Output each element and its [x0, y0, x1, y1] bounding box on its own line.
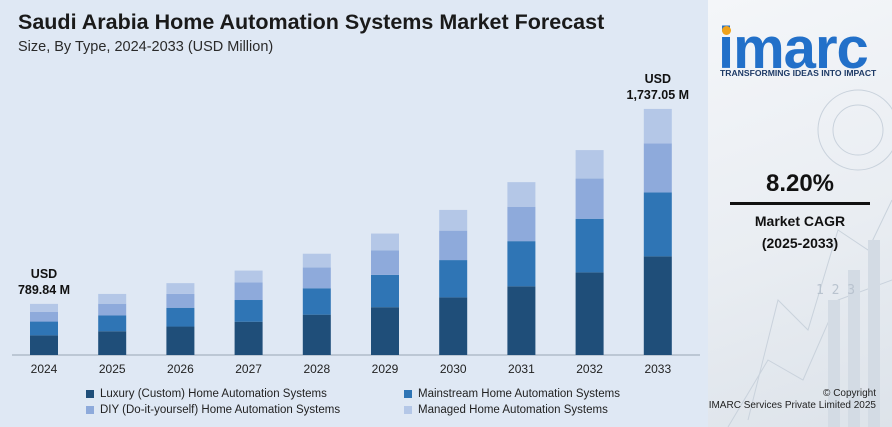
bar-segment-2028-series-4 [302, 253, 331, 268]
imarc-logo: imarc [718, 16, 869, 81]
total-label-line2: 1,737.05 M [627, 88, 690, 102]
total-label-line1: USD [31, 267, 57, 281]
bar-segment-2024-series-1 [30, 335, 58, 355]
bar-segment-2033-series-4 [643, 108, 672, 144]
cagr-label: Market CAGR [754, 213, 846, 229]
chart-subtitle: Size, By Type, 2024-2033 (USD Million) [18, 39, 274, 55]
bar-segment-2032-series-4 [575, 150, 604, 179]
x-tick-label: 2029 [372, 362, 399, 376]
bar-segment-2029-series-4 [371, 233, 399, 251]
bar-segment-2027-series-3 [234, 282, 263, 301]
legend-item-series-3: DIY (Do-it-yourself) Home Automation Sys… [86, 404, 340, 416]
bar-segment-2029-series-1 [371, 307, 399, 355]
x-tick-label: 2025 [99, 362, 126, 376]
x-tick-label: 2026 [167, 362, 194, 376]
legend-swatch [404, 406, 412, 414]
bar-segment-2025-series-1 [98, 331, 127, 355]
x-tick-label: 2031 [508, 362, 535, 376]
cagr-value: 8.20% [765, 170, 835, 197]
legend-label: Managed Home Automation Systems [418, 404, 608, 416]
legend-label: Mainstream Home Automation Systems [418, 388, 620, 400]
bar-segment-2026-series-1 [166, 326, 195, 355]
cagr-divider [730, 202, 870, 205]
bar-segment-2032-series-1 [575, 272, 604, 355]
x-tick-label: 2030 [440, 362, 467, 376]
bar-segment-2031-series-1 [507, 286, 536, 355]
bar-segment-2027-series-2 [234, 300, 263, 322]
bar-segment-2026-series-2 [166, 307, 195, 327]
legend-item-series-1: Luxury (Custom) Home Automation Systems [86, 388, 327, 400]
copyright-line-2: IMARC Services Private Limited 2025 [708, 400, 876, 411]
bar-segment-2030-series-3 [439, 230, 468, 261]
bar-segment-2026-series-3 [166, 293, 195, 308]
legend-item-series-2: Mainstream Home Automation Systems [404, 388, 620, 400]
bar-segment-2024-series-3 [30, 311, 58, 322]
bar-segment-2027-series-4 [234, 270, 263, 283]
chart-panel: Saudi Arabia Home Automation Systems Mar… [12, 10, 700, 416]
bar-segment-2026-series-4 [166, 283, 195, 294]
bar-segment-2030-series-1 [439, 297, 468, 355]
bar-segment-2028-series-1 [302, 314, 331, 355]
x-tick-label: 2032 [576, 362, 603, 376]
legend-label: DIY (Do-it-yourself) Home Automation Sys… [100, 404, 341, 416]
bar-segment-2033-series-1 [643, 256, 672, 355]
x-tick-label: 2033 [644, 362, 671, 376]
bar-segment-2028-series-2 [302, 288, 331, 315]
bar-segment-2030-series-4 [439, 209, 468, 231]
legend-label: Luxury (Custom) Home Automation Systems [100, 388, 327, 400]
bar-segment-2024-series-4 [30, 303, 58, 312]
legend-swatch [86, 390, 94, 398]
bar-segment-2028-series-3 [302, 267, 331, 289]
bar-segment-2027-series-1 [234, 321, 263, 355]
legend-item-series-4: Managed Home Automation Systems [404, 404, 608, 416]
bar-segment-2024-series-2 [30, 321, 58, 336]
bar-segment-2032-series-2 [575, 218, 604, 273]
bar-segment-2025-series-4 [98, 293, 127, 304]
bar-segment-2033-series-2 [643, 192, 672, 257]
bar-segment-2025-series-2 [98, 315, 127, 332]
bar-segment-2031-series-3 [507, 206, 536, 242]
x-tick-label: 2024 [31, 362, 58, 376]
bar-segment-2032-series-3 [575, 178, 604, 219]
logo-tagline: TRANSFORMING IDEAS INTO IMPACT [720, 68, 877, 78]
bar-segment-2025-series-3 [98, 303, 127, 316]
x-tick-label: 2028 [303, 362, 330, 376]
bar-segment-2031-series-2 [507, 241, 536, 287]
legend-swatch [404, 390, 412, 398]
total-label-line2: 789.84 M [18, 283, 70, 297]
bar-segment-2029-series-3 [371, 250, 399, 275]
decorative-background-graphic [727, 89, 892, 427]
bar-segment-2029-series-2 [371, 274, 399, 308]
bar-segment-2031-series-4 [507, 182, 536, 207]
x-tick-label: 2027 [235, 362, 262, 376]
brand-panel: 1 2 3 imarc TRANSFORMING IDEAS INTO IMPA… [708, 0, 892, 427]
total-label-line1: USD [645, 72, 671, 86]
cagr-period: (2025-2033) [761, 235, 839, 251]
decorative-digits: 1 2 3 [816, 283, 856, 298]
legend-swatch [86, 406, 94, 414]
copyright-line-1: © Copyright [823, 388, 876, 399]
bar-chart: 2024 2025 2026 2027 2028 2029 2030 2031 2032 2033… [12, 72, 700, 376]
bar-segment-2033-series-3 [643, 143, 672, 193]
bar-segment-2030-series-2 [439, 260, 468, 298]
chart-title: Saudi Arabia Home Automation Systems Mar… [18, 10, 605, 34]
logo-dot [722, 26, 731, 35]
